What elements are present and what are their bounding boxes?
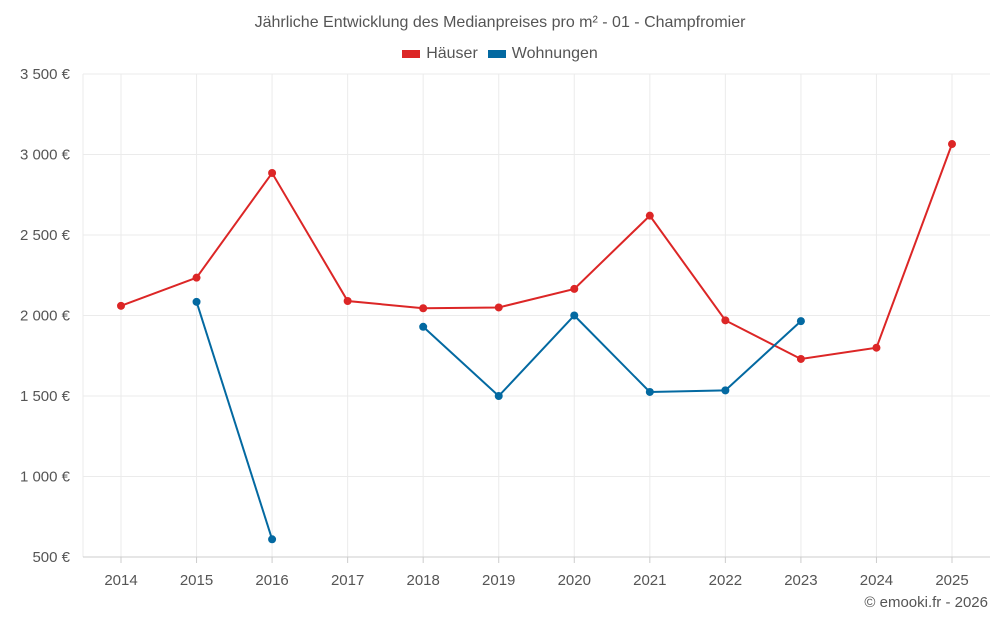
x-tick-label: 2023 bbox=[784, 572, 817, 589]
data-point-wohnungen bbox=[192, 297, 201, 306]
y-tick-label: 2 500 € bbox=[20, 227, 71, 244]
x-tick-label: 2021 bbox=[633, 572, 666, 589]
data-point-haeuser bbox=[948, 140, 956, 149]
x-tick-label: 2014 bbox=[104, 572, 137, 589]
data-point-haeuser bbox=[419, 304, 428, 313]
legend-label: Wohnungen bbox=[511, 45, 598, 62]
y-tick-label: 2 000 € bbox=[20, 308, 71, 325]
data-point-wohnungen bbox=[268, 535, 277, 544]
legend-item-haeuser[interactable]: Häuser bbox=[402, 45, 478, 63]
x-tick-label: 2024 bbox=[860, 572, 893, 589]
x-tick-label: 2015 bbox=[180, 572, 213, 589]
data-point-haeuser bbox=[721, 316, 730, 325]
y-tick-label: 1 000 € bbox=[20, 469, 71, 486]
x-tick-label: 2019 bbox=[482, 572, 515, 589]
legend-label: Häuser bbox=[426, 45, 478, 62]
data-point-wohnungen bbox=[796, 317, 805, 326]
series-line-haeuser bbox=[120, 143, 953, 361]
data-point-haeuser bbox=[570, 284, 579, 293]
x-tick-label: 2016 bbox=[255, 572, 288, 589]
legend-swatch bbox=[402, 50, 421, 58]
y-tick-label: 500 € bbox=[32, 549, 70, 566]
credit: © emooki.fr - 2026 bbox=[864, 594, 988, 611]
x-tick-label: 2018 bbox=[406, 572, 439, 589]
x-tick-label: 2020 bbox=[558, 572, 591, 589]
series-line-wohnungen bbox=[422, 314, 802, 398]
x-tick-label: 2022 bbox=[709, 572, 742, 589]
data-point-haeuser bbox=[343, 297, 352, 306]
data-point-haeuser bbox=[268, 169, 277, 178]
x-tick-label: 2025 bbox=[935, 572, 968, 589]
data-point-wohnungen bbox=[570, 311, 579, 320]
legend-swatch bbox=[487, 50, 506, 58]
data-point-wohnungen bbox=[721, 386, 730, 395]
x-tick-label: 2017 bbox=[331, 572, 364, 589]
y-tick-label: 3 500 € bbox=[20, 66, 71, 83]
y-tick-label: 3 000 € bbox=[20, 147, 71, 164]
data-point-haeuser bbox=[192, 273, 201, 282]
y-tick-label: 1 500 € bbox=[20, 388, 71, 405]
data-point-wohnungen bbox=[494, 392, 503, 400]
legend: Häuser Wohnungen bbox=[0, 45, 1000, 63]
data-point-haeuser bbox=[117, 301, 125, 310]
data-point-haeuser bbox=[494, 303, 503, 312]
data-point-wohnungen bbox=[645, 387, 654, 396]
data-point-wohnungen bbox=[419, 322, 428, 331]
data-point-haeuser bbox=[645, 211, 654, 220]
data-point-haeuser bbox=[796, 354, 805, 363]
legend-item-wohnungen[interactable]: Wohnungen bbox=[487, 45, 598, 63]
data-point-haeuser bbox=[872, 343, 881, 352]
series-line-wohnungen bbox=[195, 301, 274, 540]
chart-title: Jährliche Entwicklung des Medianpreises … bbox=[254, 14, 746, 31]
